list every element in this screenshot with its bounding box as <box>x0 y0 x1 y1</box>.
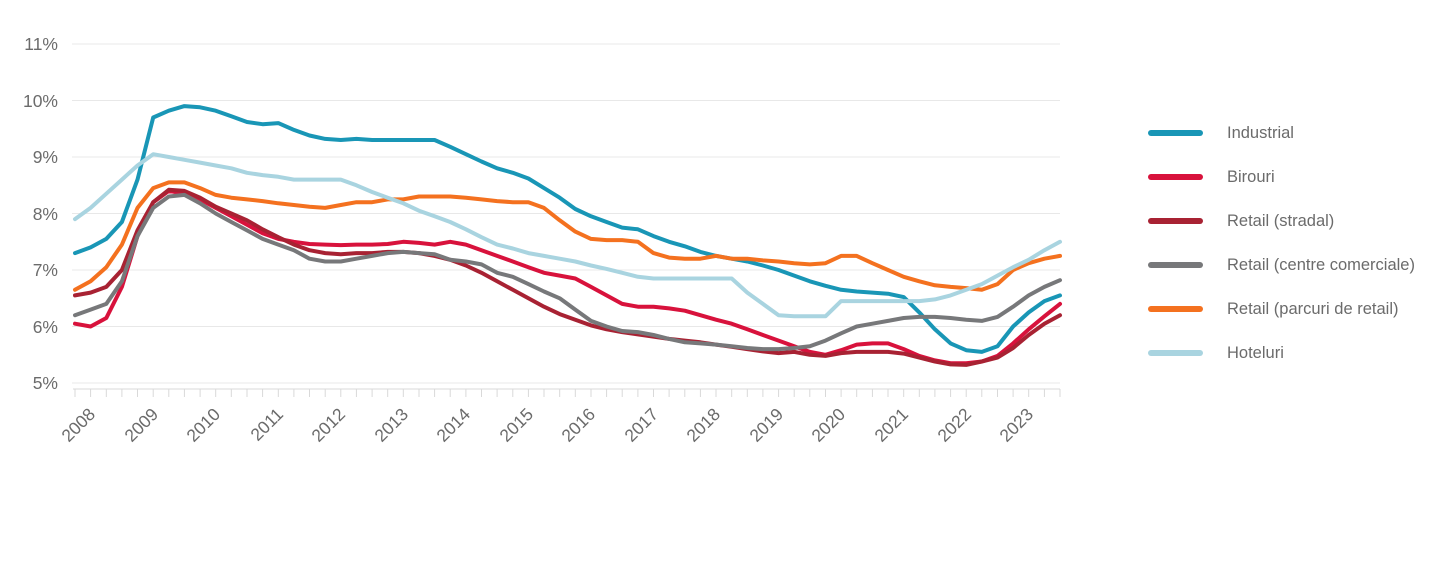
legend-swatch-birouri <box>1148 174 1203 180</box>
y-axis-label: 9% <box>32 147 58 167</box>
legend-label-birouri: Birouri <box>1227 167 1275 186</box>
series-line-industrial <box>73 104 1062 354</box>
legend-swatch-hoteluri <box>1148 350 1203 356</box>
y-axis-label: 7% <box>32 260 58 280</box>
series-line-hoteluri <box>73 152 1062 319</box>
legend-item-birouri: Birouri <box>1148 155 1415 199</box>
series-line-retail-stradal <box>73 187 1062 367</box>
legend-label-retail-centre-comerciale: Retail (centre comerciale) <box>1227 255 1415 274</box>
legend-label-industrial: Industrial <box>1227 123 1294 142</box>
legend-item-retail-stradal: Retail (stradal) <box>1148 199 1415 243</box>
legend-item-hoteluri: Hoteluri <box>1148 331 1415 375</box>
legend-swatch-retail-stradal <box>1148 218 1203 224</box>
legend-item-retail-centre-comerciale: Retail (centre comerciale) <box>1148 243 1415 287</box>
y-axis-label: 10% <box>22 91 58 111</box>
series-line-retail-parcuri-de-retail <box>73 180 1062 292</box>
legend-item-industrial: Industrial <box>1148 111 1415 155</box>
legend: Industrial Birouri Retail (stradal) Reta… <box>1148 111 1415 375</box>
legend-swatch-retail-parcuri-de-retail <box>1148 306 1203 312</box>
y-axis-label: 5% <box>32 373 58 393</box>
y-axis-label: 8% <box>32 204 58 224</box>
y-axis-label: 6% <box>32 317 58 337</box>
legend-label-hoteluri: Hoteluri <box>1227 343 1284 362</box>
legend-label-retail-parcuri-de-retail: Retail (parcuri de retail) <box>1227 299 1399 318</box>
legend-item-retail-parcuri-de-retail: Retail (parcuri de retail) <box>1148 287 1415 331</box>
y-axis-label: 11% <box>24 34 58 54</box>
legend-swatch-retail-centre-comerciale <box>1148 262 1203 268</box>
legend-swatch-industrial <box>1148 130 1203 136</box>
series-line-birouri <box>73 188 1062 366</box>
series-line-retail-centre-comerciale <box>73 192 1062 352</box>
legend-label-retail-stradal: Retail (stradal) <box>1227 211 1335 230</box>
